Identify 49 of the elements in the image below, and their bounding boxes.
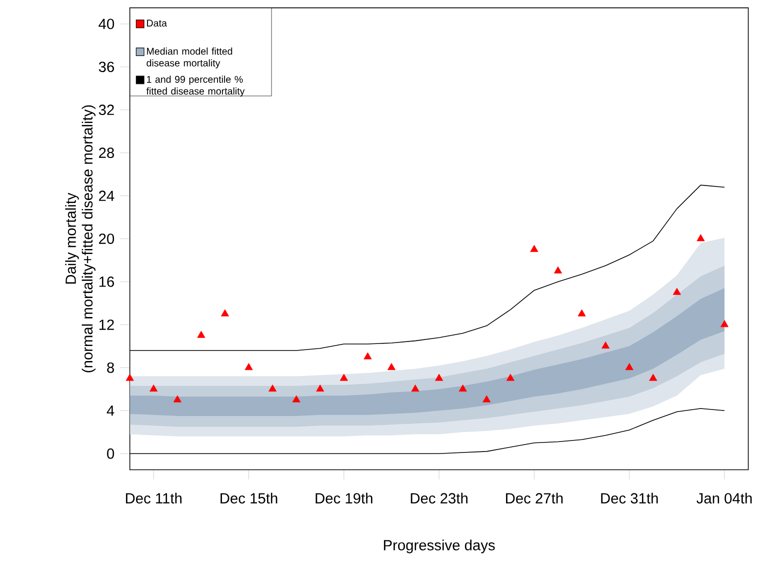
- x-tick-label: Dec 15th: [220, 492, 278, 504]
- y-tick-label: 16: [99, 276, 114, 287]
- x-tick-label: Dec 27th: [506, 492, 563, 504]
- y-tick-label: 32: [98, 104, 114, 115]
- y-tick-label: 28: [99, 148, 114, 158]
- point: [411, 384, 420, 392]
- x-tick-label: Dec 11th: [126, 492, 182, 504]
- point: [530, 244, 538, 252]
- point: [292, 395, 300, 402]
- point: [340, 374, 348, 381]
- legend-label: Data: [147, 20, 167, 26]
- y-tick-label: 20: [99, 233, 114, 244]
- point: [244, 362, 253, 370]
- y-tick-label: 24: [99, 190, 114, 201]
- point: [602, 341, 610, 348]
- point: [435, 374, 444, 381]
- point: [220, 309, 229, 316]
- y-tick-label: 12: [99, 319, 114, 330]
- point: [696, 234, 705, 242]
- point: [672, 288, 681, 295]
- point: [387, 362, 396, 370]
- point: [578, 309, 586, 316]
- point: [126, 374, 134, 381]
- y-tick-label: 36: [98, 62, 114, 72]
- point: [482, 395, 491, 402]
- point: [649, 374, 658, 381]
- point: [268, 384, 277, 392]
- y-tick-label: 0: [107, 448, 114, 459]
- x-tick-label: Dec 31th: [601, 492, 658, 504]
- point: [197, 330, 206, 338]
- x-tick-label: Dec 19th: [316, 492, 372, 504]
- y-axis-title: Daily mortality (normal mortality+fitted disease mortality): [65, 105, 96, 372]
- point: [625, 362, 634, 370]
- legend-label: Median model fitted disease mortality: [146, 47, 232, 68]
- y-tick-label: 4: [106, 405, 114, 416]
- point: [173, 395, 182, 402]
- point: [506, 374, 514, 381]
- y-tick-label: 40: [98, 18, 114, 29]
- x-tick-label: Dec 23th: [410, 492, 468, 504]
- point: [150, 384, 158, 392]
- x-axis-title: Progressive days: [384, 539, 495, 554]
- point: [554, 266, 562, 274]
- legend-label: 1 and 99 percentile % fitted disease mortality: [146, 76, 245, 96]
- point: [720, 320, 729, 327]
- point: [364, 352, 372, 360]
- point: [316, 384, 324, 392]
- point: [458, 384, 467, 392]
- x-tick-label: Jan 04th: [696, 492, 752, 504]
- y-tick-label: 8: [107, 362, 114, 373]
